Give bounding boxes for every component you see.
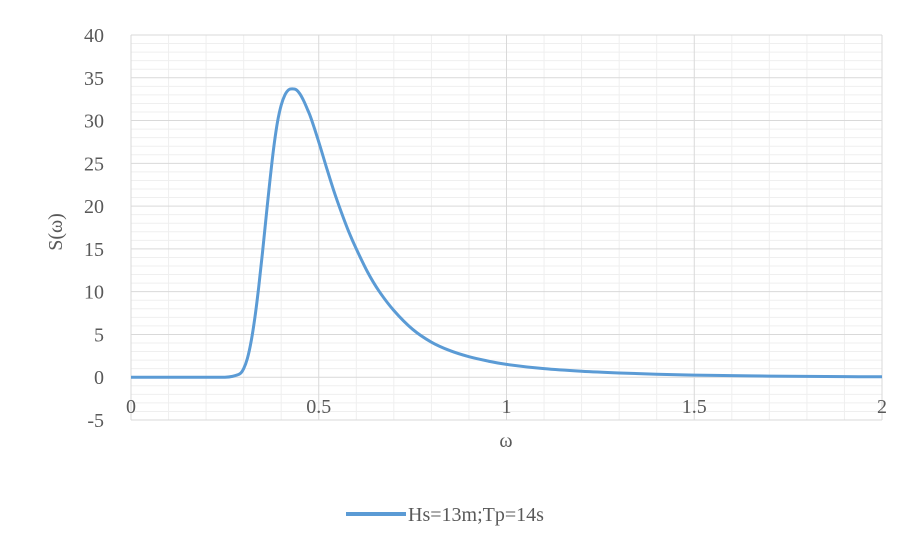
legend: Hs=13m;Tp=14s: [346, 504, 544, 526]
x-tick-label: 1.5: [682, 396, 707, 418]
y-tick-label: 40: [84, 25, 104, 47]
y-tick-label: 30: [84, 111, 104, 133]
y-tick-label: -5: [87, 410, 104, 432]
x-tick-label: 2: [877, 396, 887, 418]
y-tick-label: 5: [94, 324, 104, 346]
grid: [130, 34, 883, 421]
y-axis-title: S(ω): [45, 213, 67, 251]
x-tick-label: 0.5: [306, 396, 331, 418]
y-tick-label: 15: [84, 239, 104, 261]
x-axis-title: ω: [499, 430, 512, 452]
y-tick-label: 10: [84, 282, 104, 304]
x-tick-label: 1: [502, 396, 512, 418]
y-tick-label: 20: [84, 196, 104, 218]
series-layer: [131, 87, 883, 379]
series-line: [131, 87, 883, 379]
x-tick-label: 0: [126, 396, 136, 418]
y-tick-label: 0: [94, 367, 104, 389]
y-tick-label: 25: [84, 153, 104, 175]
y-tick-label: 35: [84, 68, 104, 90]
axes: -5 0 5 10 15 20 25 30 35 40 0 0.5 1 1.5 2: [84, 25, 887, 432]
legend-label: Hs=13m;Tp=14s: [408, 504, 544, 526]
